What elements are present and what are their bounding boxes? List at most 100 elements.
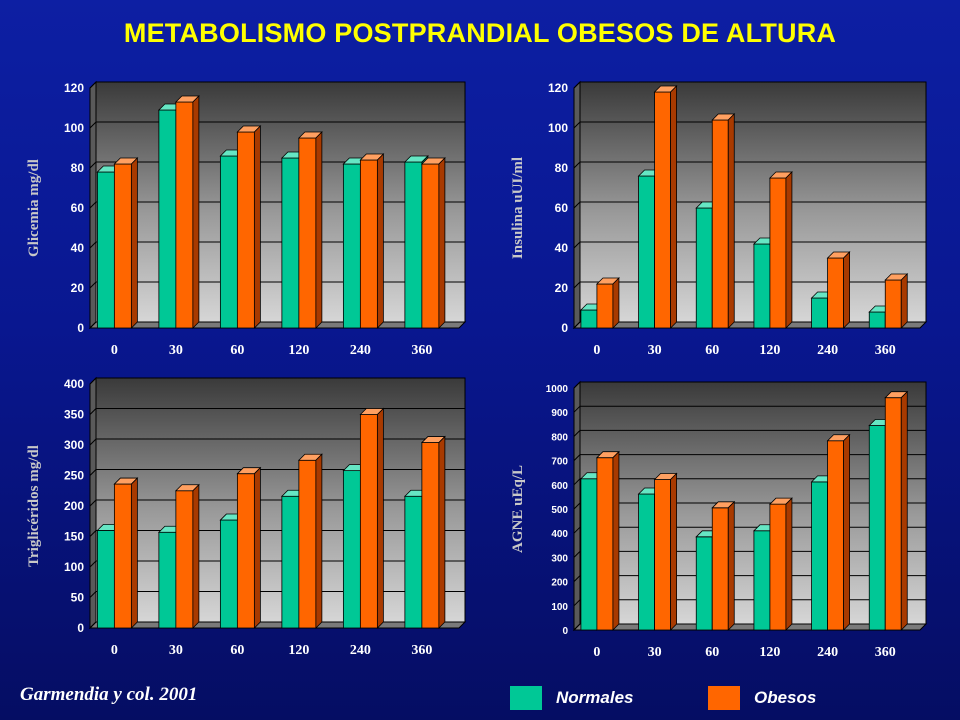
- agne-ueq-l-bar-obesos-0: [595, 450, 620, 631]
- agne-ueq-l-gridline: [573, 526, 926, 534]
- slide-title: METABOLISMO POSTPRANDIAL OBESOS DE ALTUR…: [123, 18, 837, 48]
- insulina-uui-ml-bar-obesos-60: [711, 113, 736, 329]
- insulina-uui-ml-y-tick-label: 20: [555, 281, 569, 295]
- glicemia-mg-dl-y-axis-label: Glicemia mg/dl: [26, 159, 42, 257]
- insulina-uui-ml-bar-obesos-0: [595, 277, 620, 329]
- trigliceridos-mg-dl-x-tick-label: 360: [411, 643, 432, 658]
- trigliceridos-mg-dl-bar-normales-360-front: [404, 495, 423, 629]
- trigliceridos-mg-dl-gridline: [89, 408, 465, 415]
- trigliceridos-mg-dl-x-tick-label: 240: [350, 643, 371, 658]
- glicemia-mg-dl-y-tick-label: 60: [71, 201, 85, 215]
- agne-ueq-l-y-tick-label: 1000: [546, 384, 569, 395]
- insulina-uui-ml-y-tick-label: 0: [561, 321, 568, 335]
- insulina-uui-ml-bar-obesos-0-front: [596, 283, 614, 329]
- agne-ueq-l-x-tick-label: 240: [817, 645, 838, 660]
- agne-ueq-l-x-tick-label: 0: [593, 645, 600, 660]
- glicemia-mg-dl-bar-obesos-240-front: [359, 159, 378, 329]
- trigliceridos-mg-dl-y-tick-label: 100: [64, 560, 84, 574]
- insulina-uui-ml-bar-obesos-360: [884, 273, 909, 329]
- agne-ueq-l-bar-obesos-360-front: [884, 397, 902, 631]
- agne-ueq-l-y-tick-label: 300: [551, 553, 568, 564]
- insulina-uui-ml-bar-obesos-120-side: [785, 171, 793, 329]
- agne-ueq-l-bar-obesos-240-side: [843, 433, 850, 631]
- legend-swatch-normales: [510, 686, 542, 710]
- agne-ueq-l-bar-obesos-60: [711, 500, 736, 631]
- insulina-uui-ml-bar-obesos-360-side: [900, 273, 908, 329]
- trigliceridos-mg-dl-bar-obesos-60-front: [236, 473, 255, 629]
- agne-ueq-l-bar-normales-360-front: [868, 425, 886, 631]
- glicemia-mg-dl-x-tick-label: 240: [350, 343, 371, 358]
- agne-ueq-l-bar-obesos-120-front: [769, 503, 787, 631]
- agne-ueq-l-bar-obesos-360-side: [900, 390, 908, 631]
- legend-label-obesos: Obesos: [754, 688, 817, 707]
- glicemia-mg-dl-bar-obesos-360: [420, 157, 446, 329]
- trigliceridos-mg-dl-bar-normales-60-front: [219, 519, 238, 629]
- trigliceridos-mg-dl-y-tick-label: 300: [64, 438, 84, 452]
- glicemia-mg-dl-x-tick-label: 60: [230, 343, 244, 358]
- trigliceridos-mg-dl-y-tick-label: 150: [64, 530, 84, 544]
- agne-ueq-l-gridline: [573, 405, 926, 413]
- trigliceridos-mg-dl-gridline: [89, 499, 465, 507]
- glicemia-mg-dl-bar-obesos-360-side: [438, 157, 446, 329]
- agne-ueq-l-bar-obesos-30: [653, 472, 678, 631]
- trigliceridos-mg-dl-x-tick-label: 30: [169, 643, 183, 658]
- glicemia-mg-dl-bar-obesos-240: [359, 153, 385, 329]
- agne-ueq-l-gridline: [573, 623, 926, 631]
- insulina-uui-ml-bar-obesos-360-front: [884, 279, 902, 329]
- trigliceridos-mg-dl-bar-obesos-360: [420, 435, 446, 629]
- insulina-uui-ml-bar-normales-0-front: [580, 309, 598, 329]
- agne-ueq-l-gridline: [573, 502, 926, 510]
- insulina-uui-ml-gridline: [573, 121, 926, 129]
- agne-ueq-l-bar-obesos-60-side: [727, 500, 735, 631]
- glicemia-chart: 0 20 40 60 80 100 120 Glicemia mg/dl 0 30 60 120 240…: [26, 80, 467, 370]
- trigliceridos-mg-dl-bar-obesos-240-front: [359, 414, 378, 629]
- agne-ueq-l-bar-normales-120-front: [753, 530, 771, 631]
- glicemia-mg-dl-y-tick-label: 0: [77, 321, 84, 335]
- insulina-uui-ml-bar-obesos-30-side: [670, 85, 677, 329]
- trigliceridos-mg-dl-y-tick-label: 0: [77, 621, 84, 635]
- trigliceridos-mg-dl-bar-obesos-30-side: [192, 483, 200, 629]
- glicemia-mg-dl-bar-obesos-30-side: [192, 95, 200, 329]
- glicemia-mg-dl-bar-normales-0-front: [96, 171, 115, 329]
- insulina-uui-ml-y-tick-label: 80: [555, 161, 569, 175]
- trigliceridos-mg-dl-x-tick-label: 60: [230, 643, 244, 658]
- insulina-uui-ml-bar-obesos-60-side: [727, 113, 735, 329]
- glicemia-mg-dl-bar-obesos-60: [236, 125, 262, 329]
- agne-ueq-l-bar-obesos-30-side: [670, 472, 677, 631]
- insulina-uui-ml-bar-obesos-0-side: [612, 277, 620, 329]
- agne-ueq-l-gridline: [573, 550, 926, 558]
- trigliceridos-mg-dl-bar-normales-240-front: [342, 470, 361, 629]
- trigliceridos-mg-dl-x-tick-label: 120: [288, 643, 309, 658]
- insulina-uui-ml-y-tick-label: 100: [548, 121, 568, 135]
- glicemia-mg-dl-gridline: [89, 81, 465, 89]
- insulina-uui-ml-gridline: [573, 321, 926, 329]
- insulina-uui-ml-gridline: [573, 161, 926, 169]
- agne-ueq-l-x-tick-label: 360: [875, 645, 896, 660]
- insulina-uui-ml-bar-obesos-120: [768, 171, 793, 329]
- glicemia-mg-dl-bar-obesos-30: [174, 95, 200, 329]
- trigliceridos-mg-dl-bar-normales-0-front: [96, 529, 115, 629]
- glicemia-mg-dl-bar-obesos-0-front: [113, 163, 132, 329]
- trigliceridos-mg-dl-gridline: [89, 560, 465, 568]
- trigliceridos-mg-dl-bar-obesos-120-front: [298, 459, 317, 629]
- glicemia-mg-dl-gridline: [89, 121, 465, 129]
- trigliceridos-mg-dl-bar-obesos-0-front: [113, 483, 132, 629]
- agne-ueq-l-y-axis-label: AGNE uEq/L: [510, 465, 526, 553]
- insulina-uui-ml-bar-obesos-240-front: [827, 257, 844, 329]
- agne-ueq-l-x-tick-label: 120: [759, 645, 780, 660]
- agne-ueq-l-gridline: [573, 575, 926, 582]
- agne-ueq-l-bar-obesos-30-front: [654, 479, 671, 631]
- trigliceridos-mg-dl-bar-obesos-360-side: [438, 435, 446, 629]
- glicemia-mg-dl-gridline: [89, 241, 465, 249]
- agne-ueq-l-gridline: [573, 599, 926, 607]
- insulina-uui-ml-x-tick-label: 30: [648, 343, 662, 358]
- glicemia-mg-dl-gridline: [89, 201, 465, 209]
- glicemia-mg-dl-bar-obesos-60-front: [236, 131, 255, 329]
- trigliceridos-mg-dl-bar-obesos-360-front: [421, 442, 440, 629]
- glicemia-mg-dl-gridline: [89, 321, 465, 329]
- trigliceridos-mg-dl-bar-obesos-120: [297, 453, 323, 629]
- agne-ueq-l-bar-normales-60-front: [695, 536, 713, 631]
- insulina-uui-ml-bar-obesos-120-front: [769, 177, 787, 329]
- agne-ueq-l-y-tick-label: 900: [551, 408, 568, 419]
